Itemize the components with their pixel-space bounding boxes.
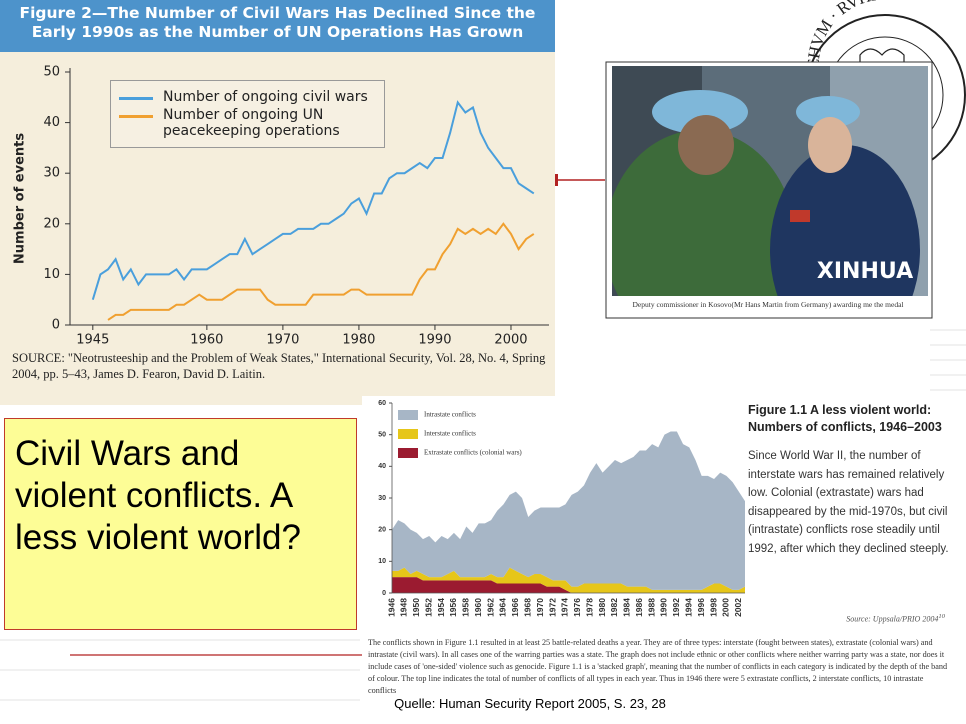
y-tick-label: 0 (382, 590, 386, 597)
figure-source-2: Source: Uppsala/PRIO 200410 (780, 613, 945, 624)
x-tick-label: 1966 (510, 598, 520, 617)
x-tick-label: 1962 (485, 598, 495, 617)
x-tick-label: 2002 (733, 598, 743, 617)
y-tick-label: 20 (378, 527, 386, 534)
photo: XINHUA (605, 62, 932, 355)
x-tick-label: 1968 (522, 598, 532, 617)
x-tick-label: 1964 (498, 598, 508, 617)
x-tick-label: 1978 (584, 598, 594, 617)
x-tick-label: 2000 (494, 333, 527, 348)
y-tick-label: 10 (43, 267, 60, 282)
photo-caption: Deputy commissioner in Kosovo(Mr Hans Ma… (606, 300, 930, 309)
x-tick-label: 1992 (671, 598, 681, 617)
y-tick-label: 40 (43, 115, 60, 130)
slide: CHVM · RVHR XINHUA 0102030405 (0, 0, 966, 724)
legend-label: Intrastate conflicts (424, 411, 476, 419)
footer: Quelle: Human Security Report 2005, S. 2… (330, 696, 730, 711)
figure-note: The conflicts shown in Figure 1.1 result… (368, 637, 948, 697)
x-tick-label: 1958 (461, 598, 471, 617)
x-tick-label: 1948 (399, 598, 409, 617)
x-tick-label: 1956 (448, 598, 458, 617)
x-tick-label: 1970 (535, 598, 545, 617)
y-tick-label: 30 (43, 166, 60, 181)
x-tick-label: 1988 (646, 598, 656, 617)
x-tick-label: 1970 (266, 333, 299, 348)
x-tick-label: 1986 (634, 598, 644, 617)
y-tick-label: 50 (378, 432, 386, 439)
x-tick-label: 1945 (76, 333, 109, 348)
x-tick-label: 1954 (436, 598, 446, 617)
legend-swatch (398, 410, 418, 420)
y-tick-label: 20 (43, 216, 60, 231)
x-tick-label: 2000 (721, 598, 731, 617)
x-tick-label: 1996 (696, 598, 706, 617)
x-tick-label: 1974 (560, 598, 570, 617)
legend-label: Extrastate conflicts (colonial wars) (424, 449, 522, 457)
legend-swatch (398, 448, 418, 458)
legend-swatch (398, 429, 418, 439)
x-tick-label: 1990 (418, 333, 451, 348)
x-tick-label: 1960 (190, 333, 223, 348)
y-tick-label: 10 (378, 558, 386, 565)
figure-title: Figure 2—The Number of Civil Wars Has De… (0, 0, 555, 52)
y-tick-label: 30 (378, 495, 386, 502)
legend-label: Number of ongoing UN peacekeeping operat… (163, 107, 376, 139)
legend-entry: Number of ongoing UN peacekeeping operat… (119, 107, 376, 139)
y-tick-label: 60 (378, 400, 386, 407)
x-tick-label: 1952 (423, 598, 433, 617)
x-tick-label: 1984 (622, 598, 632, 617)
legend-swatch (119, 115, 153, 118)
figure-source: SOURCE: "Neotrusteeship and the Problem … (12, 350, 547, 382)
x-tick-label: 1960 (473, 598, 483, 617)
x-tick-label: 1980 (342, 333, 375, 348)
x-tick-label: 1972 (547, 598, 557, 617)
legend: Number of ongoing civil wars Number of on… (110, 80, 385, 148)
photo-watermark: XINHUA (817, 259, 913, 284)
source-note: 10 (938, 613, 945, 620)
x-tick-label: 1946 (386, 598, 396, 617)
legend-entry: Number of ongoing civil wars (119, 89, 376, 105)
x-tick-label: 1998 (708, 598, 718, 617)
y-tick-label: 40 (378, 463, 386, 470)
legend-label: Interstate conflicts (424, 430, 476, 438)
y-tick-label: 50 (43, 65, 60, 80)
x-tick-label: 1994 (684, 598, 694, 617)
legend-swatch (119, 97, 153, 100)
x-tick-label: 1980 (597, 598, 607, 617)
x-tick-label: 1950 (411, 598, 421, 617)
x-tick-label: 1982 (609, 598, 619, 617)
figure-description: Since World War II, the number of inters… (748, 447, 953, 558)
x-tick-label: 1990 (659, 598, 669, 617)
figure-title-2: Figure 1.1 A less violent world: Numbers… (748, 402, 958, 436)
y-tick-label: 0 (52, 318, 60, 333)
y-axis-label: Number of events (13, 133, 28, 264)
legend-label: Number of ongoing civil wars (163, 89, 368, 105)
x-tick-label: 1976 (572, 598, 582, 617)
source-text: Source: Uppsala/PRIO 2004 (846, 615, 938, 624)
text-box: Civil Wars and violent conflicts. A less… (4, 418, 357, 630)
